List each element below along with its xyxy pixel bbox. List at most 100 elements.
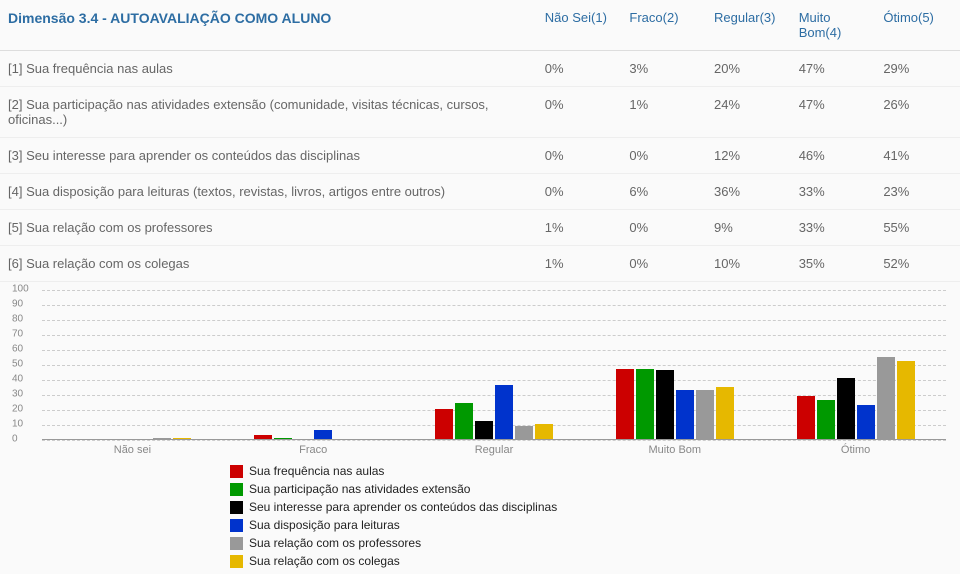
bar	[636, 369, 654, 440]
cell-value: 6%	[621, 174, 706, 210]
bar	[274, 438, 292, 440]
legend-swatch	[230, 483, 243, 496]
legend-item: Sua relação com os professores	[230, 534, 950, 552]
y-tick-label: 100	[12, 284, 29, 295]
bar	[716, 387, 734, 440]
bar-group	[404, 290, 585, 439]
legend-item: Sua participação nas atividades extensão	[230, 480, 950, 498]
cell-value: 24%	[706, 87, 791, 138]
survey-panel: Dimensão 3.4 - AUTOAVALIAÇÃO COMO ALUNO …	[0, 0, 960, 574]
bar	[897, 361, 915, 439]
legend-item: Sua frequência nas aulas	[230, 462, 950, 480]
y-tick-label: 50	[12, 359, 23, 370]
legend-swatch	[230, 465, 243, 478]
legend-swatch	[230, 501, 243, 514]
cell-value: 41%	[875, 138, 960, 174]
legend-label: Sua relação com os professores	[249, 534, 421, 552]
x-tick-label: Não sei	[42, 440, 223, 456]
cell-value: 52%	[875, 246, 960, 282]
table-row: [2] Sua participação nas atividades exte…	[0, 87, 960, 138]
row-label: [6] Sua relação com os colegas	[0, 246, 537, 282]
chart-legend: Sua frequência nas aulasSua participação…	[230, 462, 950, 570]
cell-value: 0%	[621, 138, 706, 174]
y-tick-label: 60	[12, 344, 23, 355]
y-tick-label: 0	[12, 434, 18, 445]
col-muito-bom: Muito Bom(4)	[791, 0, 876, 51]
cell-value: 0%	[621, 246, 706, 282]
dimension-title: Dimensão 3.4 - AUTOAVALIAÇÃO COMO ALUNO	[0, 0, 537, 51]
x-tick-label: Ótimo	[765, 440, 946, 456]
legend-item: Sua disposição para leituras	[230, 516, 950, 534]
cell-value: 0%	[537, 138, 622, 174]
cell-value: 12%	[706, 138, 791, 174]
col-otimo: Ótimo(5)	[875, 0, 960, 51]
cell-value: 29%	[875, 51, 960, 87]
cell-value: 1%	[537, 246, 622, 282]
legend-label: Sua disposição para leituras	[249, 516, 400, 534]
cell-value: 1%	[621, 87, 706, 138]
bar	[153, 438, 171, 440]
bar	[837, 378, 855, 440]
cell-value: 36%	[706, 174, 791, 210]
legend-swatch	[230, 519, 243, 532]
cell-value: 33%	[791, 174, 876, 210]
cell-value: 20%	[706, 51, 791, 87]
legend-label: Sua relação com os colegas	[249, 552, 400, 570]
row-label: [5] Sua relação com os professores	[0, 210, 537, 246]
row-label: [4] Sua disposição para leituras (textos…	[0, 174, 537, 210]
y-tick-label: 80	[12, 314, 23, 325]
bar	[254, 435, 272, 440]
legend-swatch	[230, 537, 243, 550]
bar	[656, 370, 674, 439]
bar	[797, 396, 815, 440]
legend-item: Sua relação com os colegas	[230, 552, 950, 570]
cell-value: 0%	[537, 174, 622, 210]
row-label: [3] Seu interesse para aprender os conte…	[0, 138, 537, 174]
y-tick-label: 70	[12, 329, 23, 340]
legend-label: Sua frequência nas aulas	[249, 462, 384, 480]
table-row: [4] Sua disposição para leituras (textos…	[0, 174, 960, 210]
table-header-row: Dimensão 3.4 - AUTOAVALIAÇÃO COMO ALUNO …	[0, 0, 960, 51]
bar	[455, 403, 473, 439]
cell-value: 35%	[791, 246, 876, 282]
legend-label: Seu interesse para aprender os conteúdos…	[249, 498, 557, 516]
legend-item: Seu interesse para aprender os conteúdos…	[230, 498, 950, 516]
bar-group	[42, 290, 223, 439]
y-tick-label: 20	[12, 404, 23, 415]
x-axis-labels: Não seiFracoRegularMuito BomÓtimo	[42, 440, 946, 456]
cell-value: 3%	[621, 51, 706, 87]
gridline	[42, 440, 946, 441]
bar	[877, 357, 895, 440]
table-row: [1] Sua frequência nas aulas0%3%20%47%29…	[0, 51, 960, 87]
cell-value: 46%	[791, 138, 876, 174]
bar	[495, 385, 513, 439]
bar	[173, 438, 191, 440]
col-regular: Regular(3)	[706, 0, 791, 51]
bar-group	[765, 290, 946, 439]
cell-value: 0%	[537, 51, 622, 87]
table-row: [5] Sua relação com os professores1%0%9%…	[0, 210, 960, 246]
legend-label: Sua participação nas atividades extensão	[249, 480, 470, 498]
y-tick-label: 30	[12, 389, 23, 400]
row-label: [2] Sua participação nas atividades exte…	[0, 87, 537, 138]
cell-value: 9%	[706, 210, 791, 246]
x-tick-label: Regular	[404, 440, 585, 456]
cell-value: 23%	[875, 174, 960, 210]
table-row: [3] Seu interesse para aprender os conte…	[0, 138, 960, 174]
row-label: [1] Sua frequência nas aulas	[0, 51, 537, 87]
y-tick-label: 10	[12, 419, 23, 430]
results-table: Dimensão 3.4 - AUTOAVALIAÇÃO COMO ALUNO …	[0, 0, 960, 282]
bar	[515, 426, 533, 440]
cell-value: 26%	[875, 87, 960, 138]
cell-value: 0%	[621, 210, 706, 246]
legend-swatch	[230, 555, 243, 568]
bar	[696, 390, 714, 440]
y-tick-label: 90	[12, 299, 23, 310]
cell-value: 47%	[791, 51, 876, 87]
cell-value: 1%	[537, 210, 622, 246]
bar-group	[584, 290, 765, 439]
col-fraco: Fraco(2)	[621, 0, 706, 51]
cell-value: 33%	[791, 210, 876, 246]
bar-chart: 0102030405060708090100	[42, 290, 946, 440]
bar	[435, 409, 453, 439]
